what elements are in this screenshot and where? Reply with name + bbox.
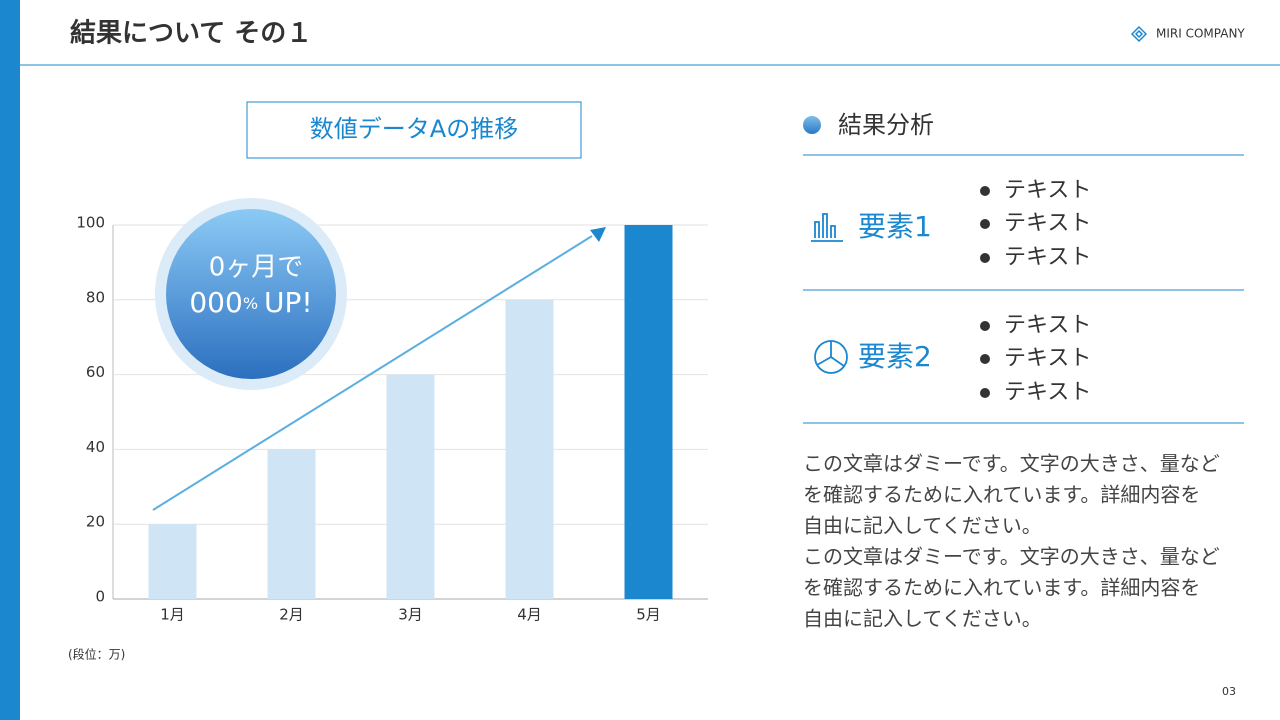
x-tick-label: 5月 (636, 606, 661, 624)
badge (166, 209, 336, 379)
bullet (980, 354, 990, 364)
bullet-text: テキスト (1004, 178, 1091, 203)
x-tick-label: 2月 (279, 606, 304, 624)
unit-note: (段位：万) (68, 647, 125, 662)
paragraph-line: 自由に記入してください。 (803, 607, 1042, 631)
plot: 0 20 40 60 80 100 1月 2月 3月 4月 5月 (76, 214, 708, 624)
paragraph-line: 自由に記入してください。 (803, 514, 1042, 538)
side-bar (0, 0, 20, 720)
bullet (980, 388, 990, 398)
trend-arrow (152, 235, 593, 511)
bullet-text: テキスト (1004, 380, 1091, 405)
bar (505, 299, 554, 599)
y-tick-label: 0 (95, 588, 105, 606)
x-tick-label: 4月 (517, 606, 542, 624)
logo-icon (1130, 25, 1148, 43)
chart-title-box (246, 101, 582, 159)
company: MIRI COMPANY (1156, 27, 1245, 41)
badge-unit: % (243, 294, 258, 313)
y-tick-label: 20 (86, 513, 105, 531)
bullet (980, 253, 990, 263)
element-label: 要素1 (858, 210, 932, 243)
paragraph-line: を確認するために入れています。詳細内容を (803, 576, 1200, 600)
bullet-text: テキスト (1004, 313, 1091, 338)
bullet (980, 186, 990, 196)
slide-title: 結果について その１ (70, 18, 312, 49)
bar (386, 374, 435, 599)
bullet-text: テキスト (1004, 245, 1091, 270)
bullet-text: テキスト (1004, 346, 1091, 371)
chart-title: 数値データAの推移 (310, 115, 518, 143)
badge-line1: 0ヶ月で (209, 253, 304, 283)
badge-number: 000 (189, 286, 242, 319)
y-tick-label: 80 (86, 288, 105, 306)
bar (148, 524, 197, 599)
paragraph-line: この文章はダミーです。文字の大きさ、量など (803, 452, 1220, 476)
bullet-text: テキスト (1004, 211, 1091, 236)
arrow-head (590, 227, 606, 242)
bar-icon (811, 213, 843, 242)
bar (624, 225, 673, 599)
paragraph-line: を確認するために入れています。詳細内容を (803, 483, 1200, 507)
element-label: 要素2 (858, 340, 932, 373)
bullet (980, 321, 990, 331)
y-tick-label: 60 (86, 363, 105, 381)
badge-line2: 000% UP! (189, 286, 312, 319)
x-tick-label: 1月 (160, 606, 185, 624)
page-number: 03 (1222, 685, 1236, 698)
bullet (980, 219, 990, 229)
badge-suffix: UP! (264, 286, 313, 319)
x-tick-label: 3月 (398, 606, 423, 624)
section-title: 結果分析 (838, 111, 934, 139)
bar (267, 449, 316, 599)
y-tick-label: 100 (76, 214, 105, 232)
paragraph-line: この文章はダミーです。文字の大きさ、量など (803, 545, 1220, 569)
y-tick-label: 40 (86, 438, 105, 456)
section-dot (803, 116, 821, 134)
pie-icon (814, 340, 848, 374)
